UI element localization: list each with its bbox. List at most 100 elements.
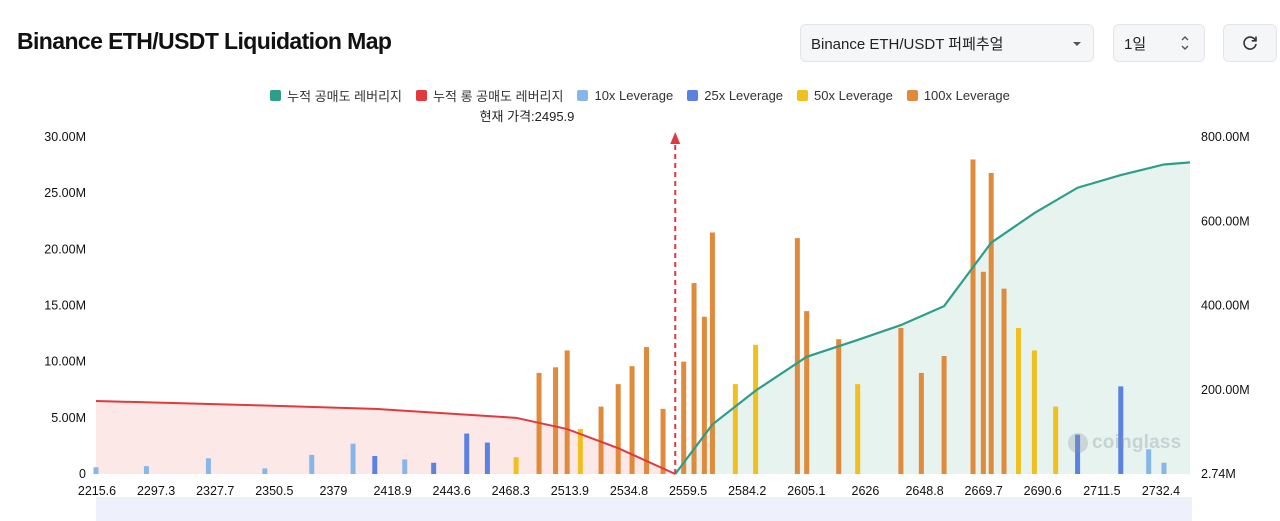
y-left-tick-label: 0	[79, 467, 86, 481]
liquidation-bar	[988, 172, 994, 475]
liquidation-bar	[309, 454, 315, 474]
liquidation-bar	[804, 311, 810, 474]
liquidation-bar	[681, 361, 687, 474]
x-tick-label: 2350.5	[255, 484, 293, 498]
y-right-tick-label: 2.74M	[1201, 467, 1236, 481]
legend-item-cumulative-short[interactable]: 누적 공매도 레버리지	[270, 86, 402, 105]
x-tick-label: 2327.7	[196, 484, 234, 498]
liquidation-bar	[836, 339, 842, 474]
y-left-tick-label: 20.00M	[44, 242, 86, 256]
market-select[interactable]: Binance ETH/USDT 퍼페추얼	[800, 24, 1094, 62]
liquidation-bar	[598, 406, 604, 474]
legend-label: 누적 공매도 레버리지	[287, 89, 403, 104]
liquidation-bar	[918, 372, 924, 474]
liquidation-bar	[553, 367, 559, 474]
liquidation-bar	[564, 350, 570, 474]
liquidation-bar	[941, 356, 947, 474]
legend-item-25x[interactable]: 25x Leverage	[687, 86, 783, 105]
liquidation-bar	[701, 316, 707, 474]
legend-label: 누적 롱 공매도 레버리지	[433, 89, 564, 104]
y-left-tick-label: 25.00M	[44, 186, 86, 200]
chevron-down-icon	[1073, 42, 1081, 46]
liquidation-bar	[794, 238, 800, 474]
y-left-tick-label: 5.00M	[51, 411, 86, 425]
y-right-tick-label: 600.00M	[1201, 214, 1250, 228]
y-right-tick-label: 400.00M	[1201, 299, 1250, 313]
market-select-value: Binance ETH/USDT 퍼페추얼	[811, 35, 1004, 53]
liquidation-bar	[898, 327, 904, 474]
liquidation-bar	[629, 366, 635, 474]
liquidation-bar	[855, 384, 861, 474]
legend-item-50x[interactable]: 50x Leverage	[797, 86, 893, 105]
updown-chevron-icon	[1181, 36, 1189, 50]
chart-zoom-slider[interactable]	[96, 497, 1192, 521]
y-left-tick-label: 15.00M	[44, 299, 86, 313]
liquidation-bar	[644, 347, 650, 474]
legend-swatch	[797, 90, 809, 101]
legend-label: 100x Leverage	[923, 88, 1010, 103]
liquidation-bar	[660, 408, 666, 474]
watermark-logo: coinglass	[1068, 432, 1181, 454]
liquidation-bar	[709, 232, 715, 474]
liquidation-bar	[691, 283, 697, 474]
legend-label: 25x Leverage	[704, 88, 784, 103]
x-tick-label: 2513.9	[551, 484, 589, 498]
liquidation-bar	[1161, 462, 1167, 474]
current-price-label: 현재 가격:2495.9	[479, 109, 575, 124]
range-select-value: 1일	[1124, 35, 1147, 53]
liquidation-bar	[205, 458, 211, 474]
legend-swatch	[577, 90, 589, 101]
liquidation-bar	[93, 467, 99, 474]
x-tick-label: 2584.2	[728, 484, 766, 498]
legend-swatch	[416, 90, 428, 101]
x-tick-label: 2626	[852, 484, 880, 498]
liquidation-bar	[372, 456, 378, 474]
liquidation-bar	[350, 443, 356, 474]
x-tick-label: 2690.6	[1024, 484, 1062, 498]
liquidation-bar	[143, 466, 149, 474]
current-price-arrow-icon	[670, 132, 681, 144]
x-tick-label: 2443.6	[433, 484, 471, 498]
chart-legend: 누적 공매도 레버리지 누적 롱 공매도 레버리지 10x Leverage 2…	[0, 86, 1280, 105]
legend-item-10x[interactable]: 10x Leverage	[577, 86, 673, 105]
coinglass-logo-icon	[1068, 433, 1088, 453]
y-right-tick-label: 800.00M	[1201, 130, 1250, 144]
liquidation-bar	[513, 457, 519, 474]
liquidation-bar	[1015, 327, 1021, 474]
short-area-fill	[675, 162, 1190, 474]
x-tick-label: 2418.9	[373, 484, 411, 498]
liquidation-bar	[753, 344, 759, 474]
liquidation-bar	[1031, 350, 1037, 474]
liquidation-bar	[1118, 386, 1124, 474]
cumulative-long-line	[95, 399, 676, 475]
x-tick-label: 2711.5	[1083, 484, 1120, 498]
page-title: Binance ETH/USDT Liquidation Map	[17, 28, 392, 54]
liquidation-bar	[484, 442, 490, 474]
x-tick-label: 2379	[320, 484, 348, 498]
liquidation-bar	[970, 159, 976, 474]
liquidation-bar	[577, 429, 583, 474]
legend-item-cumulative-long[interactable]: 누적 롱 공매도 레버리지	[416, 86, 563, 105]
legend-item-100x[interactable]: 100x Leverage	[906, 86, 1010, 105]
legend-swatch	[270, 90, 282, 101]
y-right-tick-label: 200.00M	[1201, 383, 1250, 397]
x-tick-label: 2215.6	[78, 484, 116, 498]
refresh-icon	[1243, 36, 1257, 50]
liquidation-bar	[1146, 449, 1152, 474]
legend-swatch	[906, 90, 918, 101]
liquidation-bar	[732, 384, 738, 474]
range-select[interactable]: 1일	[1113, 24, 1205, 62]
legend-label: 50x Leverage	[814, 88, 893, 103]
liquidation-bar	[1075, 434, 1081, 474]
liquidation-bar	[980, 271, 986, 474]
liquidation-bar	[431, 462, 437, 474]
liquidation-bar	[615, 384, 621, 474]
y-left-tick-label: 30.00M	[44, 130, 86, 144]
liquidation-bar	[464, 433, 470, 474]
x-tick-label: 2559.5	[669, 484, 707, 498]
liquidation-bar	[262, 468, 268, 474]
liquidation-bar	[1001, 288, 1007, 474]
long-area-fill	[96, 400, 676, 474]
refresh-button[interactable]	[1223, 24, 1277, 62]
